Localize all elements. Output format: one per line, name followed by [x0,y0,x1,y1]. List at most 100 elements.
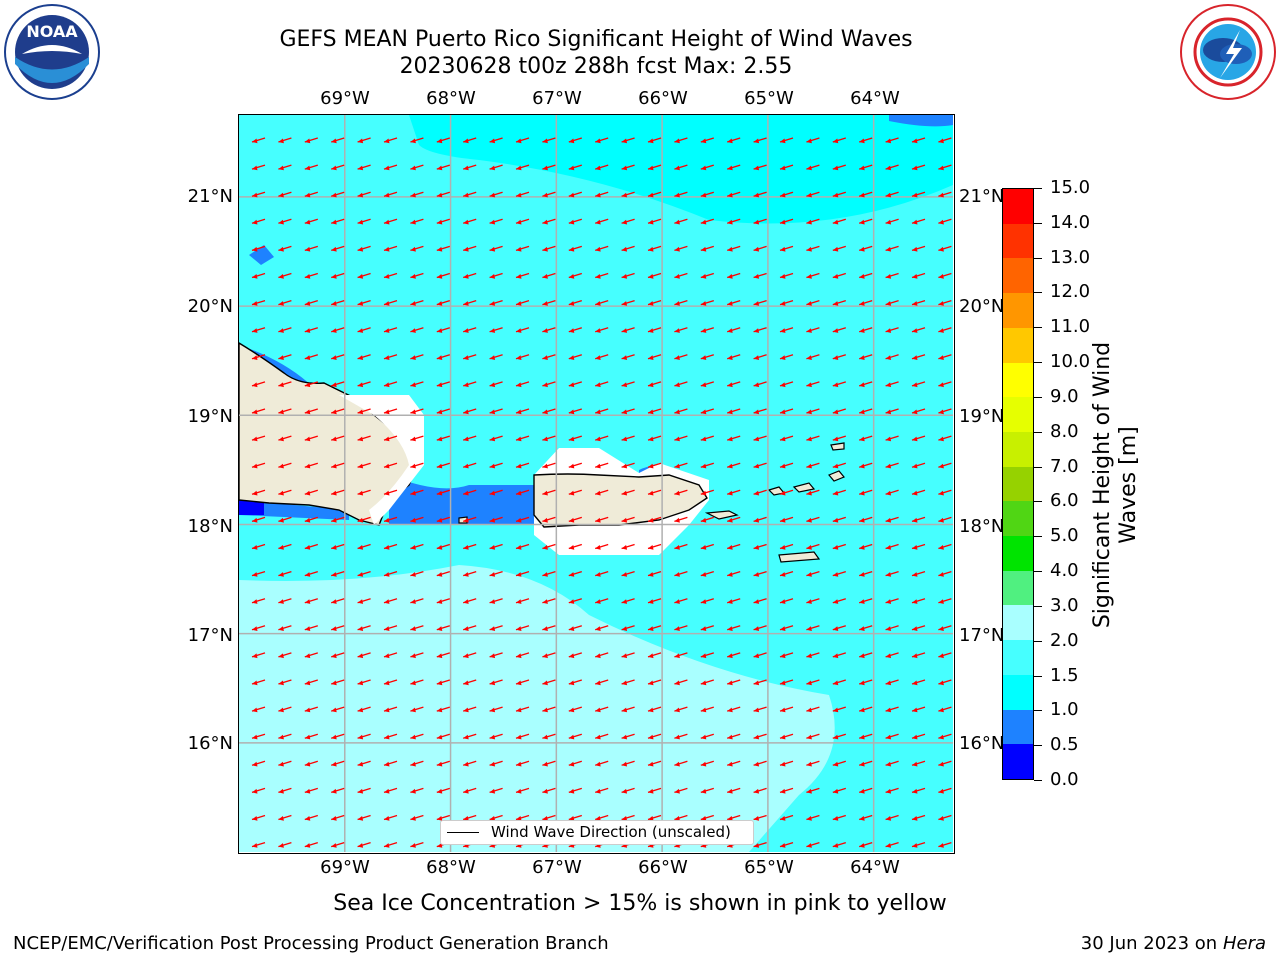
wave-direction-arrow [357,381,371,388]
wave-direction-arrow [938,516,952,523]
wave-direction-arrow [779,814,794,821]
wave-direction-arrow [383,516,398,523]
wave-direction-arrow [885,354,899,360]
wave-direction-arrow [779,435,794,442]
colorbar-segment [1003,744,1033,779]
wave-direction-arrow [251,164,266,171]
wave-direction-arrow [621,272,635,279]
wave-direction-arrow [806,381,820,388]
wave-direction-arrow [515,462,530,469]
colorbar-segment [1003,640,1033,675]
wave-direction-arrow [700,787,714,794]
wave-direction-arrow [806,733,820,740]
wave-direction-arrow [278,272,292,279]
wave-direction-arrow [595,787,609,794]
wave-direction-arrow [621,814,635,821]
wave-direction-arrow [383,299,398,306]
wave-direction-arrow [515,787,530,794]
wave-direction-arrow [700,354,714,360]
wave-direction-arrow [885,299,899,306]
wave-direction-arrow [779,570,794,577]
wave-direction-arrow [885,327,899,333]
wave-direction-arrow [859,625,873,631]
wave-direction-arrow [489,679,503,686]
wave-direction-arrow [463,435,477,442]
wave-direction-arrow [436,272,450,279]
wave-direction-arrow [621,706,635,713]
colorbar-tick-label: 0.5 [1050,734,1079,756]
wave-direction-arrow [700,245,714,252]
wave-direction-arrow [595,516,609,523]
wave-direction-arrow [700,516,714,523]
chart-title: GEFS MEAN Puerto Rico Significant Height… [279,27,913,52]
wave-direction-arrow [806,787,820,794]
colorbar-segment [1003,570,1033,606]
wave-direction-arrow [463,760,477,767]
wave-direction-arrow [568,137,582,144]
wave-direction-arrow [938,733,952,740]
wave-direction-arrow [278,408,292,415]
wave-direction-arrow [700,570,714,577]
wave-direction-arrow [436,706,450,713]
wave-direction-arrow [410,164,424,171]
wave-direction-arrow [806,218,820,225]
wave-direction-arrow [278,299,292,306]
wave-direction-arrow [911,462,926,469]
wave-direction-arrow [383,327,398,333]
wave-direction-arrow [304,218,318,225]
wave-direction-arrow [436,570,450,577]
wave-direction-arrow [938,570,952,577]
wave-direction-arrow [383,218,398,225]
nws-logo-icon [1178,2,1278,102]
wave-direction-arrow [568,245,582,252]
wave-direction-arrow [700,814,714,821]
wave-direction-arrow [832,814,846,821]
wave-direction-arrow [331,137,345,144]
wave-direction-arrow [515,327,530,333]
lat-tick-right: 16°N [959,733,1005,754]
wave-direction-arrow [463,462,477,469]
colorbar-tick-mark [1034,257,1042,259]
wave-direction-arrow [568,598,582,604]
wave-direction-arrow [859,598,873,604]
wave-direction-arrow [410,516,424,523]
colorbar-tick-label: 10.0 [1050,351,1091,373]
wave-direction-arrow [911,408,926,415]
wave-direction-arrow [806,814,820,821]
wave-direction-arrow [753,516,767,523]
wave-direction-arrow [331,760,345,767]
wave-direction-arrow [832,787,846,794]
wave-direction-arrow [911,733,926,740]
wave-direction-arrow [727,137,741,144]
colorbar-tick-mark [1034,466,1042,468]
wave-direction-arrow [859,435,873,442]
wave-direction-arrow [357,245,371,252]
wave-direction-arrow [595,760,609,767]
wave-direction-arrow [674,652,688,659]
wave-direction-arrow [753,435,767,442]
wave-direction-arrow [885,191,899,198]
wave-direction-arrow [542,354,556,360]
wave-direction-arrow [753,814,767,821]
wave-direction-arrow [515,435,530,442]
wave-direction-arrow [832,598,846,604]
wave-direction-arrow [700,462,714,469]
wave-direction-arrow [463,652,477,659]
lat-tick-right: 17°N [959,625,1005,646]
colorbar-tick-mark [1034,536,1042,538]
colorbar-segment [1003,674,1033,710]
footer-organization: NCEP/EMC/Verification Post Processing Pr… [13,933,609,954]
colorbar-segment [1003,466,1033,502]
wave-direction-arrow [436,137,450,144]
wave-direction-arrow [832,652,846,659]
colorbar-tick-label: 5.0 [1050,525,1079,547]
wave-direction-arrow [806,408,820,415]
wave-direction-arrow [489,543,503,550]
wave-direction-arrow [515,814,530,821]
wave-direction-arrow [595,164,609,171]
wave-direction-arrow [568,164,582,171]
wave-direction-arrow [911,354,926,360]
wave-direction-arrow [568,218,582,225]
wave-direction-arrow [885,733,899,740]
wave-direction-arrow [938,137,952,144]
